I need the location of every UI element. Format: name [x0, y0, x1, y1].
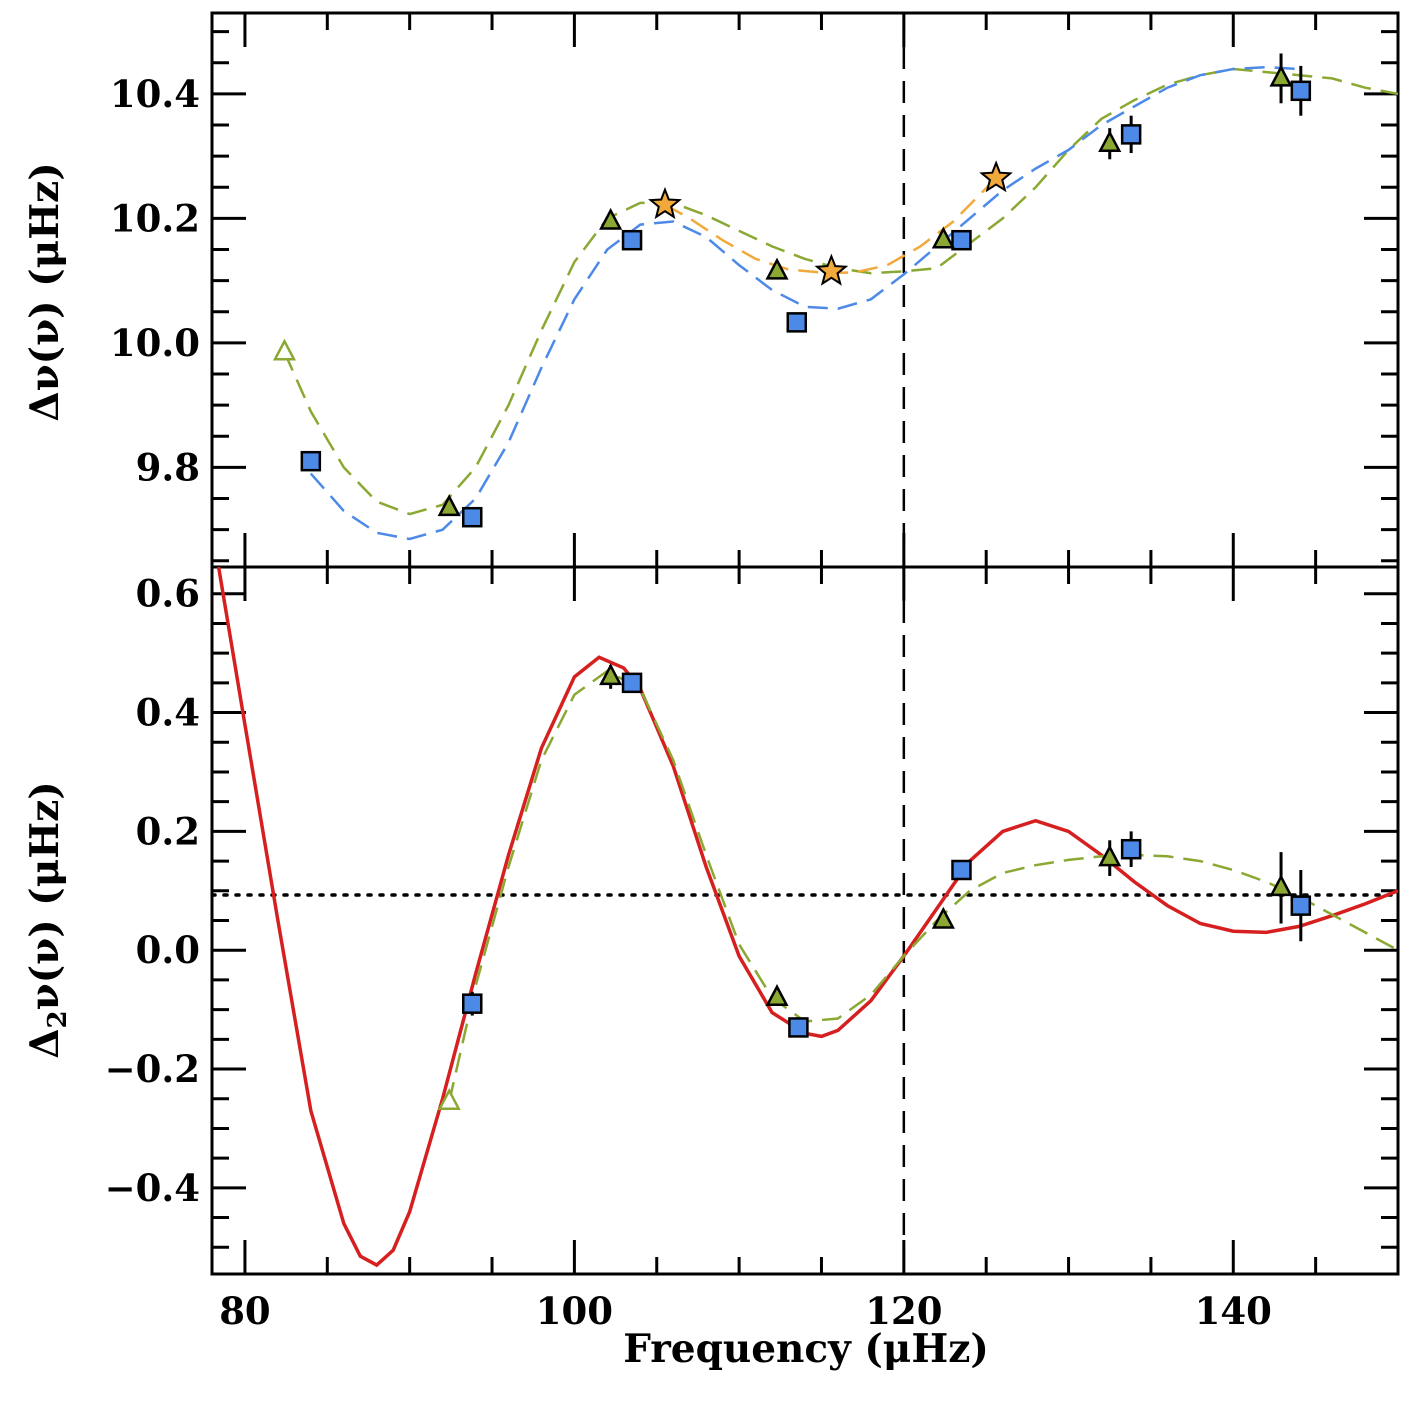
x-tick-label: 100 — [536, 1289, 613, 1333]
bottom-square-marker — [788, 1017, 809, 1038]
top-triangle-marker — [931, 226, 955, 249]
bottom-square-marker — [951, 859, 972, 881]
bottom-square-marker — [621, 672, 643, 694]
bottom-y-tick-label: −0.4 — [105, 1166, 200, 1210]
x-axis-title: Frequency (μHz) — [623, 1326, 989, 1372]
bottom-ylabel-post: ν(ν) (μHz) — [22, 781, 68, 1010]
bottom-square-marker — [1120, 838, 1142, 860]
bottom-triangle-marker — [931, 906, 955, 929]
bottom-y-tick-label: 0.2 — [136, 809, 200, 853]
bottom-triangle-marker — [765, 984, 789, 1006]
top-triangle-marker — [765, 257, 789, 280]
top-y-tick-label: 10.4 — [110, 72, 200, 116]
top-blue-dashed-fit — [309, 65, 1300, 541]
top-plot-frame — [210, 11, 1400, 569]
top-star-marker — [648, 186, 682, 220]
top-square-marker — [300, 450, 322, 472]
bottom-triangle-marker — [1269, 874, 1293, 897]
x-tick-label: 140 — [1195, 1289, 1272, 1333]
bottom-panel: 80 100 120 140 −0.4 −0.2 0.0 0.2 0.4 0.6 — [105, 565, 1400, 1333]
top-star-marker — [979, 160, 1013, 193]
x-tick-label: 120 — [865, 1289, 942, 1333]
bottom-ylabel-pre: Δ — [22, 1028, 68, 1058]
top-triangle-marker — [1098, 130, 1122, 152]
bottom-open-triangle-marker — [437, 1088, 461, 1110]
x-tick-label: 80 — [219, 1289, 271, 1333]
top-square-marker — [1290, 80, 1312, 102]
top-y-tick-label: 10.0 — [110, 321, 200, 365]
top-green-dashed-fit — [283, 67, 1398, 516]
top-y-tick-label: 9.8 — [136, 445, 200, 489]
top-y-axis-title: Δν(ν) (μHz) — [22, 162, 68, 421]
top-open-triangle-marker — [272, 338, 297, 361]
bottom-y-tick-label: 0.6 — [136, 572, 200, 616]
bottom-plot-frame — [210, 565, 1400, 1276]
bottom-plot-area — [212, 567, 1398, 1274]
bottom-y-tick-label: 0.0 — [136, 928, 200, 972]
bottom-y-axis-title: Δ2ν(ν) (μHz) — [22, 781, 73, 1058]
top-square-marker — [462, 506, 483, 528]
bottom-ylabel-sub: 2 — [43, 1010, 73, 1028]
bottom-red-fit — [216, 567, 1398, 1268]
bottom-square-marker — [1290, 895, 1312, 916]
bottom-square-marker — [462, 993, 483, 1014]
top-square-marker — [1120, 124, 1142, 145]
bottom-green-dashed-fit — [447, 669, 1398, 1102]
bottom-triangle-marker — [1098, 844, 1122, 867]
top-square-marker — [951, 229, 972, 251]
bottom-triangle-marker — [599, 663, 623, 686]
top-panel: 9.8 10.0 10.2 10.4 — [110, 11, 1400, 569]
top-y-tick-label: 10.2 — [110, 196, 200, 240]
top-square-marker — [621, 229, 643, 251]
top-square-marker — [786, 312, 808, 333]
top-triangle-marker — [437, 494, 461, 517]
bottom-y-tick-label: 0.4 — [136, 691, 200, 735]
top-triangle-marker — [599, 207, 623, 230]
bottom-y-tick-label: −0.2 — [105, 1047, 200, 1091]
top-triangle-marker — [1269, 64, 1293, 87]
top-star-marker — [814, 253, 849, 286]
top-plot-area — [283, 13, 1398, 567]
